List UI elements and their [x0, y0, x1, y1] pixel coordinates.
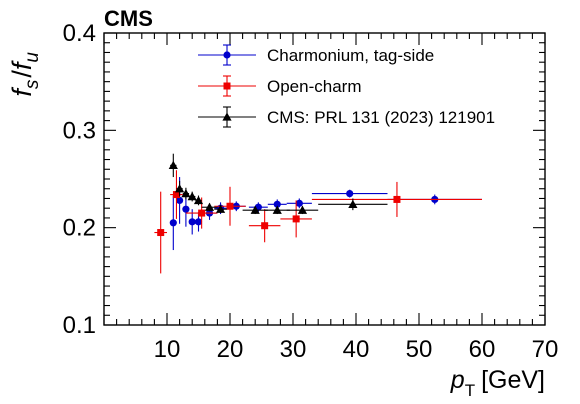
legend: Charmonium, tag-side Open-charm CMS: PRL 1… — [198, 44, 495, 128]
legend-marker — [223, 51, 231, 59]
data-marker — [172, 191, 180, 199]
data-point — [168, 153, 178, 178]
legend-label: CMS: PRL 131 (2023) 121901 — [267, 108, 495, 127]
data-point — [286, 205, 319, 215]
data-point — [242, 205, 268, 215]
data-point — [175, 180, 185, 197]
x-tick-label: 60 — [469, 336, 496, 363]
data-point — [311, 189, 388, 198]
data-point — [214, 186, 246, 226]
data-marker — [181, 189, 191, 198]
data-marker — [193, 195, 204, 205]
x-tick-label: 30 — [280, 336, 307, 363]
legend-marker — [223, 82, 231, 90]
y-tick-label: 0.1 — [63, 312, 96, 339]
data-point — [214, 204, 227, 214]
data-marker — [261, 222, 269, 230]
data-point — [264, 205, 290, 215]
data-marker — [348, 199, 358, 208]
data-marker — [157, 229, 165, 237]
data-point — [187, 191, 197, 202]
data-marker — [194, 218, 203, 226]
plot-frame — [103, 32, 546, 326]
x-axis-title-sub: T — [465, 381, 475, 400]
data-marker — [393, 195, 401, 203]
x-tick-label: 20 — [217, 336, 244, 363]
legend-label: Charmonium, tag-side — [267, 46, 434, 65]
x-tick-label: 70 — [532, 336, 559, 363]
x-tick-label: 10 — [154, 336, 181, 363]
data-marker — [168, 160, 178, 170]
data-marker — [346, 190, 354, 198]
data-marker — [273, 200, 281, 208]
data-point — [286, 198, 312, 209]
data-point — [169, 195, 177, 251]
data-marker — [187, 191, 197, 201]
data-point — [311, 181, 482, 217]
y-axis-title-den-sub: u — [22, 52, 43, 63]
data-point — [181, 187, 191, 200]
x-axis-title: pT [GeV] — [450, 366, 545, 400]
y-tick-label: 0.3 — [63, 117, 96, 144]
data-point — [170, 170, 183, 219]
y-tick-label: 0.4 — [63, 20, 96, 47]
series-cms-prl-131-2023-121901 — [168, 153, 388, 215]
data-point — [318, 198, 388, 211]
data-marker — [188, 218, 196, 226]
y-axis-title-main: f — [7, 87, 37, 97]
ticks-layer: 10 20 30 40 50 60 70 0.1 0.2 0.3 0.4 — [63, 20, 559, 363]
data-marker — [198, 209, 206, 217]
data-marker — [175, 184, 185, 193]
data-point — [280, 200, 312, 238]
legend-item-charmonium-tag-side: Charmonium, tag-side — [198, 44, 434, 66]
data-marker — [182, 205, 190, 213]
data-marker — [250, 205, 260, 214]
y-axis-title: fs/fu — [7, 52, 43, 97]
data-marker — [176, 196, 184, 205]
data-marker — [226, 202, 234, 210]
data-point — [201, 202, 218, 212]
x-axis-title-unit: [GeV] — [481, 366, 545, 394]
data-marker — [295, 199, 303, 207]
data-marker — [272, 205, 282, 214]
data-point — [248, 209, 281, 243]
data-marker — [169, 219, 177, 227]
series-open-charm — [154, 170, 482, 274]
data-point — [193, 195, 204, 206]
x-tick-label: 40 — [343, 336, 370, 363]
legend-item-open-charm: Open-charm — [198, 75, 361, 97]
legend-label: Open-charm — [267, 77, 361, 96]
y-axis-title-sub: s — [22, 79, 43, 89]
data-marker — [297, 205, 308, 214]
legend-marker — [222, 112, 232, 121]
experiment-label: CMS — [104, 6, 153, 31]
data-marker — [204, 202, 215, 211]
data-layer — [154, 153, 482, 274]
data-marker — [215, 204, 226, 213]
x-axis-title-main: p — [450, 366, 465, 394]
y-axis-title-den: f — [7, 60, 37, 70]
legend-item-cms-prl-131-2023-121901: CMS: PRL 131 (2023) 121901 — [198, 106, 495, 128]
y-tick-label: 0.2 — [63, 215, 96, 242]
x-tick-label: 50 — [406, 336, 433, 363]
y-axis-title-slash: / — [7, 70, 37, 78]
series-charmonium-tag-side — [169, 177, 482, 251]
data-marker — [292, 215, 300, 223]
data-point — [154, 191, 167, 274]
